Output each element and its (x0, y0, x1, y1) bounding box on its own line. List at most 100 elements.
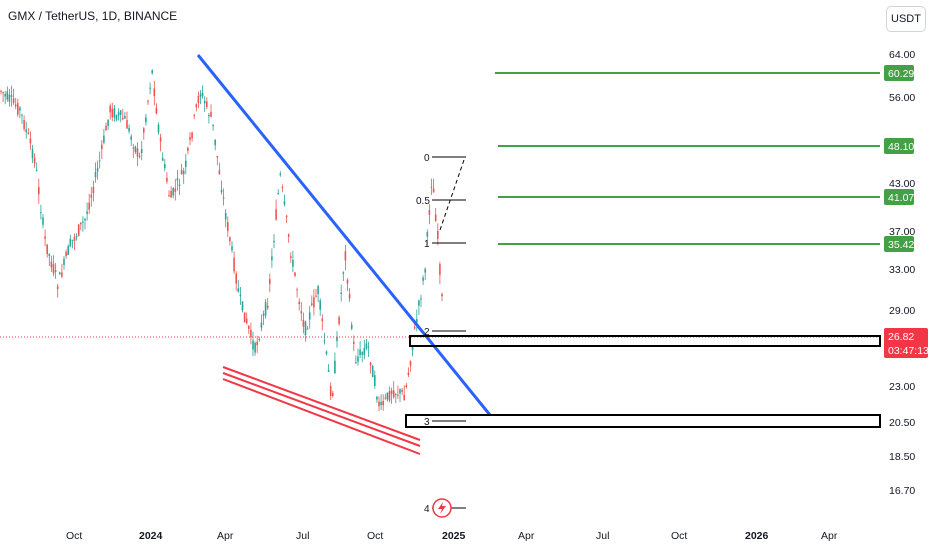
candle-body-165 (346, 279, 349, 284)
support-zone-2 (405, 414, 881, 428)
candle-body-101 (212, 124, 214, 127)
candle-body-105 (220, 189, 223, 193)
fib-projection (439, 156, 466, 231)
candle-body-11 (23, 120, 25, 130)
candle-body-12 (25, 129, 27, 133)
candle-body-41 (86, 211, 88, 214)
candle-body-111 (233, 257, 235, 272)
candle-body-99 (208, 114, 210, 117)
candle-body-150 (315, 295, 317, 297)
candle-body-3 (6, 91, 9, 100)
candle-body-42 (88, 202, 90, 210)
channel-lower (222, 378, 421, 455)
candle-body-139 (292, 259, 294, 267)
candle-body-209 (439, 264, 441, 275)
candle-body-19 (40, 212, 42, 214)
candle-body-55 (115, 115, 118, 120)
candle-body-175 (367, 346, 370, 348)
candle-body-26 (54, 270, 57, 272)
candle-body-194 (407, 372, 410, 376)
candle-body-152 (319, 300, 321, 310)
y-tick-37: 37.00 (889, 226, 915, 238)
fib-label-2: 2 (424, 327, 430, 338)
y-tick-33: 33.00 (889, 264, 915, 276)
candle-body-63 (132, 147, 135, 149)
candle-body-103 (216, 155, 219, 158)
candle-body-156 (327, 370, 330, 372)
candle-body-15 (31, 149, 34, 159)
descending-trendline (196, 54, 492, 416)
lightning-icon[interactable] (432, 498, 452, 518)
candle-body-45 (94, 172, 97, 178)
candle-body-162 (340, 292, 342, 294)
candle-body-114 (239, 294, 242, 297)
candle-body-82 (172, 187, 174, 196)
candle-body-85 (178, 184, 181, 186)
candle-body-13 (27, 132, 30, 134)
candle-body-84 (176, 178, 179, 181)
candle-body-87 (182, 170, 185, 175)
fib-label-0: 0 (424, 153, 430, 164)
candle-body-157 (329, 385, 332, 397)
candle-body-21 (44, 236, 46, 239)
currency-button[interactable]: USDT (886, 6, 926, 32)
candle-body-31 (65, 251, 67, 256)
candle-body-86 (180, 170, 183, 175)
candle-body-60 (126, 120, 128, 129)
x-tick-oct-3: Oct (671, 530, 687, 542)
candle-body-132 (277, 192, 279, 194)
candle-body-119 (250, 329, 252, 338)
badge-current-value: 26.82 (888, 331, 914, 343)
candle-body-163 (342, 272, 345, 274)
candle-body-8 (17, 103, 19, 115)
candle-body-76 (159, 137, 162, 142)
candle-body-148 (311, 303, 313, 306)
candle-body-104 (218, 170, 221, 175)
candle-body-205 (430, 186, 433, 188)
candle-body-81 (170, 190, 172, 198)
candle-body-126 (264, 302, 267, 316)
badge-4107 (884, 189, 914, 205)
candle-body-208 (437, 230, 439, 239)
candle-body-69 (145, 117, 147, 123)
candle-body-201 (422, 277, 424, 281)
candle-body-75 (157, 124, 160, 133)
candle-body-89 (187, 147, 189, 151)
candle-body-100 (210, 111, 212, 117)
candle-body-204 (428, 209, 431, 215)
candle-body-68 (143, 128, 145, 133)
y-tick-56: 56.00 (889, 92, 915, 104)
candle-body-190 (399, 389, 401, 394)
candle-body-90 (189, 137, 191, 140)
candle-body-107 (224, 212, 227, 220)
candle-body-62 (130, 136, 132, 140)
candle-body-17 (35, 169, 38, 171)
candle-body-183 (384, 397, 387, 399)
candle-body-169 (355, 362, 357, 364)
badge-6029-text: 60.29 (888, 68, 914, 80)
candle-body-106 (222, 197, 225, 199)
candle-body-160 (336, 336, 338, 342)
badge-4810 (884, 138, 914, 154)
candle-body-22 (46, 244, 48, 255)
candle-body-192 (403, 394, 405, 401)
candle-body-77 (161, 157, 164, 161)
candle-body-117 (245, 318, 248, 324)
y-tick-1850: 18.50 (889, 451, 915, 463)
candle-body-33 (69, 238, 72, 247)
candle-body-25 (52, 264, 55, 274)
candle-body-94 (197, 95, 200, 103)
candle-body-129 (271, 256, 273, 261)
candle-body-96 (201, 93, 204, 97)
candle-body-46 (96, 168, 99, 172)
candle-body-54 (113, 108, 116, 118)
candle-body-167 (350, 324, 353, 329)
candle-body-170 (357, 356, 359, 362)
candle-body-51 (107, 119, 109, 126)
candle-body-113 (237, 288, 240, 292)
candle-body-49 (103, 135, 105, 143)
candle-body-149 (313, 297, 315, 308)
y-tick-29: 29.00 (889, 305, 915, 317)
x-tick-apr-1: Apr (217, 530, 234, 542)
